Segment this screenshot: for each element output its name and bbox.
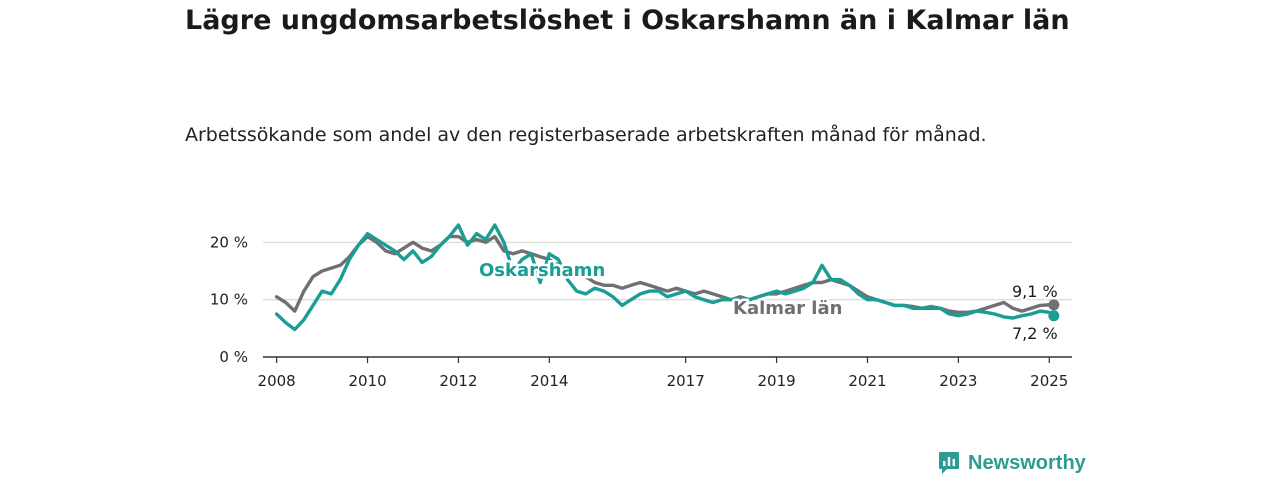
x-tick-label: 2021 <box>848 372 886 390</box>
end-value-label-kalmar-lan-halo: 9,1 % <box>1012 282 1058 301</box>
series-label-kalmar-lan-halo: Kalmar län <box>733 298 842 319</box>
end-value-label-kalmar-lan: 9,1 % <box>1012 282 1058 301</box>
end-value-label-oskarshamn-halo: 7,2 % <box>1012 324 1058 343</box>
x-tick-label: 2012 <box>439 372 477 390</box>
series-label-oskarshamn-halo: Oskarshamn <box>479 260 605 281</box>
end-point-oskarshamn <box>1048 310 1060 322</box>
x-tick-label: 2014 <box>530 372 568 390</box>
x-tick-label: 2008 <box>258 372 296 390</box>
series-line-oskarshamn <box>274 223 1056 332</box>
series-label-kalmar-lan: Kalmar län <box>733 298 842 319</box>
chart-title: Lägre ungdomsarbetslöshet i Oskarshamn ä… <box>185 5 1070 36</box>
end-value-label-oskarshamn: 7,2 % <box>1012 324 1058 343</box>
grid-layer <box>263 241 1072 358</box>
x-tick-label: 2019 <box>757 372 795 390</box>
brand-name: Newsworthy <box>968 451 1086 474</box>
x-tick-label: 2023 <box>939 372 977 390</box>
newsworthy-logo-icon <box>939 452 959 474</box>
y-tick-label: 20 % <box>210 233 248 251</box>
axis-layer: 0 % 10 % 20 % 2008 2010 2012 2014 2017 2019 2021 2… <box>210 233 1068 390</box>
end-point-kalmar-lan <box>1048 299 1060 311</box>
series-label-oskarshamn: Oskarshamn <box>479 260 605 281</box>
brand: Newsworthy <box>938 448 1086 478</box>
chart-subtitle: Arbetssökande som andel av den registerb… <box>185 124 987 146</box>
y-tick-label: 0 % <box>219 348 248 366</box>
y-tick-label: 10 % <box>210 291 248 309</box>
x-tick-label: 2010 <box>348 372 386 390</box>
series-layer <box>274 223 1060 332</box>
x-tick-label: 2017 <box>667 372 705 390</box>
x-tick-label: 2025 <box>1030 372 1068 390</box>
